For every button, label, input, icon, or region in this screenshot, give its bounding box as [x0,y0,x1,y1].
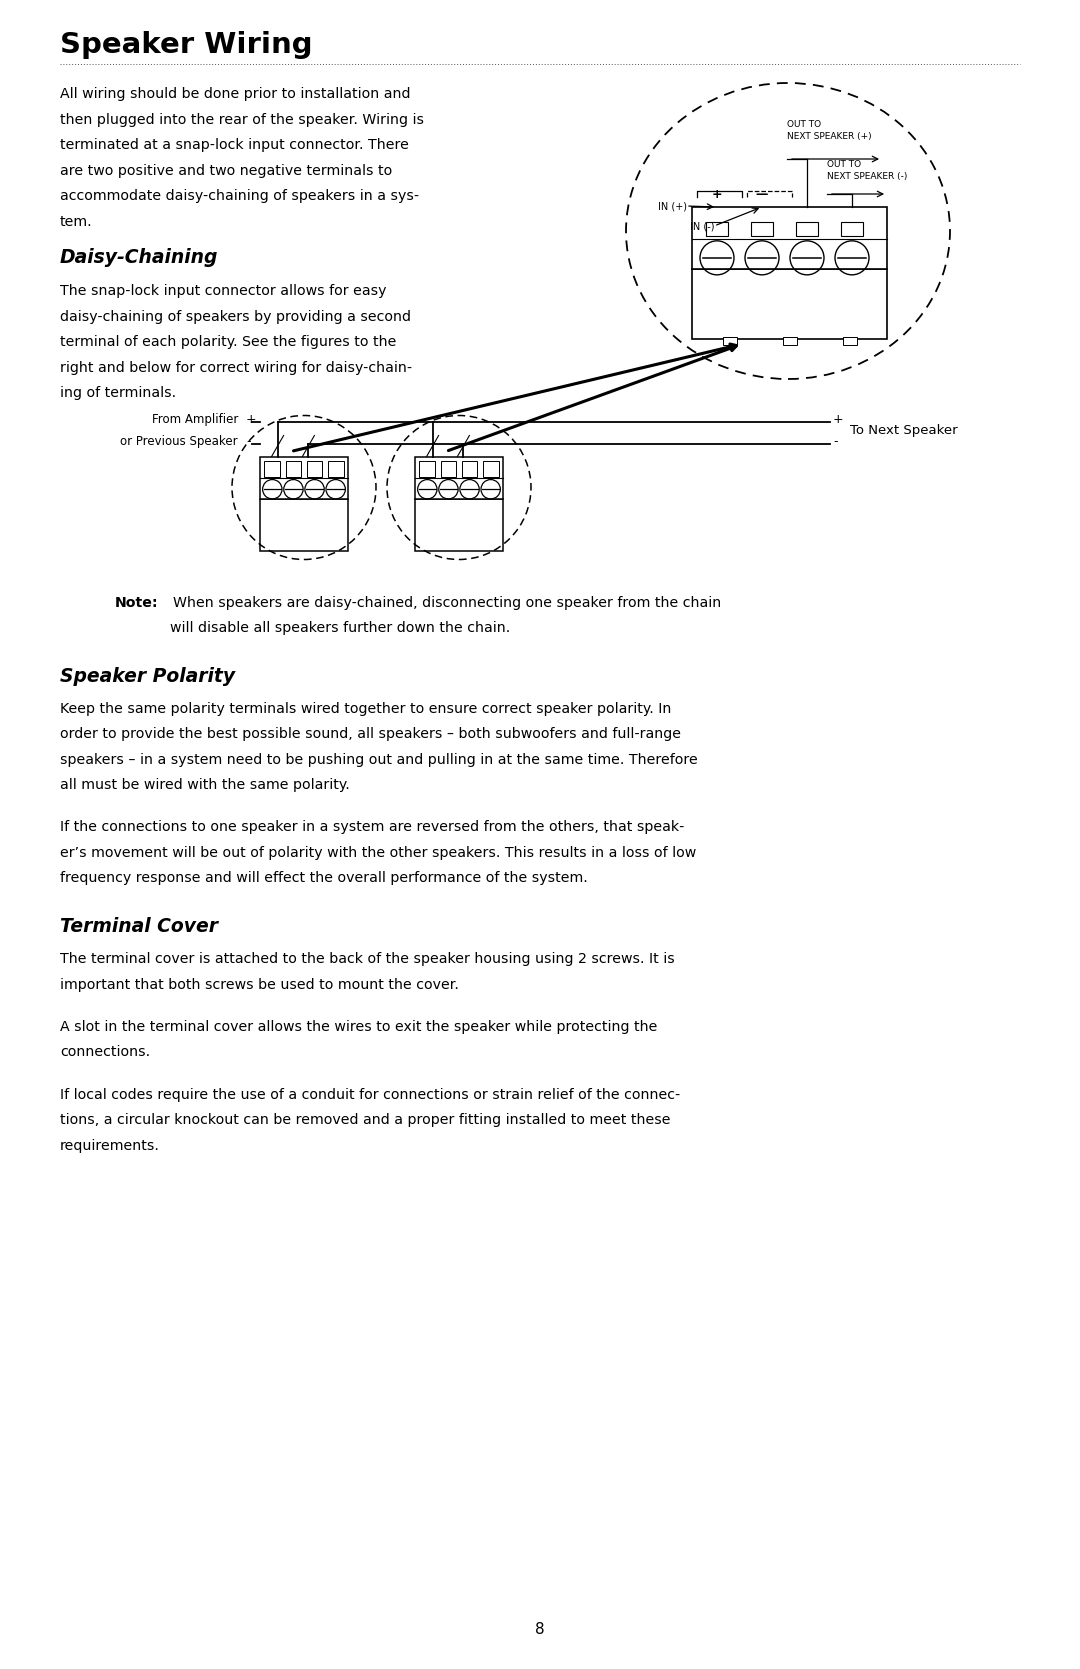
Text: To Next Speaker: To Next Speaker [850,424,958,437]
Text: Daisy-Chaining: Daisy-Chaining [60,249,218,267]
Text: Speaker Wiring: Speaker Wiring [60,32,312,58]
Bar [841,222,863,235]
Text: Terminal Cover: Terminal Cover [60,918,218,936]
Bar [415,499,503,551]
Text: OUT TO: OUT TO [827,160,861,169]
Bar [796,222,818,235]
Text: NEXT SPEAKER (+): NEXT SPEAKER (+) [787,132,872,140]
Bar [706,222,728,235]
Text: +: + [833,412,843,426]
Text: speakers – in a system need to be pushing out and pulling in at the same time. T: speakers – in a system need to be pushin… [60,753,698,766]
Text: important that both screws be used to mount the cover.: important that both screws be used to mo… [60,978,459,991]
Text: If the connections to one speaker in a system are reversed from the others, that: If the connections to one speaker in a s… [60,821,685,834]
Text: frequency response and will effect the overall performance of the system.: frequency response and will effect the o… [60,871,588,886]
Text: +: + [246,412,257,426]
Text: If local codes require the use of a conduit for connections or strain relief of : If local codes require the use of a cond… [60,1088,680,1102]
Text: +: + [712,189,723,200]
Text: tem.: tem. [60,215,93,229]
Text: requirements.: requirements. [60,1138,160,1153]
Text: The terminal cover is attached to the back of the speaker housing using 2 screws: The terminal cover is attached to the ba… [60,953,675,966]
Bar [415,457,503,499]
Text: All wiring should be done prior to installation and: All wiring should be done prior to insta… [60,87,410,102]
Text: IN (-): IN (-) [690,220,715,230]
Text: NEXT SPEAKER (-): NEXT SPEAKER (-) [827,172,907,180]
Bar [441,461,457,477]
Text: A slot in the terminal cover allows the wires to exit the speaker while protecti: A slot in the terminal cover allows the … [60,1020,658,1035]
Bar [751,222,773,235]
Text: tions, a circular knockout can be removed and a proper fitting installed to meet: tions, a circular knockout can be remove… [60,1113,671,1127]
Text: or Previous Speaker: or Previous Speaker [120,436,238,447]
Text: From Amplifier: From Amplifier [151,412,238,426]
Text: then plugged into the rear of the speaker. Wiring is: then plugged into the rear of the speake… [60,112,424,127]
Text: 8: 8 [536,1622,544,1637]
Text: er’s movement will be out of polarity with the other speakers. This results in a: er’s movement will be out of polarity wi… [60,846,697,860]
Bar [260,499,348,551]
Text: The snap-lock input connector allows for easy: The snap-lock input connector allows for… [60,284,387,299]
Bar [419,461,435,477]
Text: order to provide the best possible sound, all speakers – both subwoofers and ful: order to provide the best possible sound… [60,728,681,741]
Text: ing of terminals.: ing of terminals. [60,386,176,401]
Text: Keep the same polarity terminals wired together to ensure correct speaker polari: Keep the same polarity terminals wired t… [60,703,672,716]
Text: -: - [246,436,251,447]
Bar [327,461,343,477]
Text: terminal of each polarity. See the figures to the: terminal of each polarity. See the figur… [60,335,396,349]
Bar [692,269,887,339]
Text: When speakers are daisy-chained, disconnecting one speaker from the chain: When speakers are daisy-chained, disconn… [173,596,721,609]
Bar [692,207,887,269]
Text: Speaker Polarity: Speaker Polarity [60,668,235,686]
Bar [307,461,323,477]
Text: all must be wired with the same polarity.: all must be wired with the same polarity… [60,778,350,793]
Bar [783,337,797,345]
Text: daisy-chaining of speakers by providing a second: daisy-chaining of speakers by providing … [60,309,411,324]
Bar [843,337,858,345]
Bar [461,461,477,477]
Text: accommodate daisy-chaining of speakers in a sys-: accommodate daisy-chaining of speakers i… [60,189,419,204]
Text: IN (+): IN (+) [658,200,687,210]
Text: connections.: connections. [60,1045,150,1060]
Text: are two positive and two negative terminals to: are two positive and two negative termin… [60,164,392,177]
Text: right and below for correct wiring for daisy-chain-: right and below for correct wiring for d… [60,361,413,374]
Bar [265,461,280,477]
Text: —: — [756,189,768,200]
Bar [285,461,301,477]
Text: terminated at a snap-lock input connector. There: terminated at a snap-lock input connecto… [60,139,409,152]
Text: Note:: Note: [114,596,159,609]
Text: will disable all speakers further down the chain.: will disable all speakers further down t… [170,621,510,634]
Bar [260,457,348,499]
Text: -: - [833,436,837,447]
Bar [723,337,737,345]
Bar [483,461,499,477]
Text: OUT TO: OUT TO [787,120,821,129]
